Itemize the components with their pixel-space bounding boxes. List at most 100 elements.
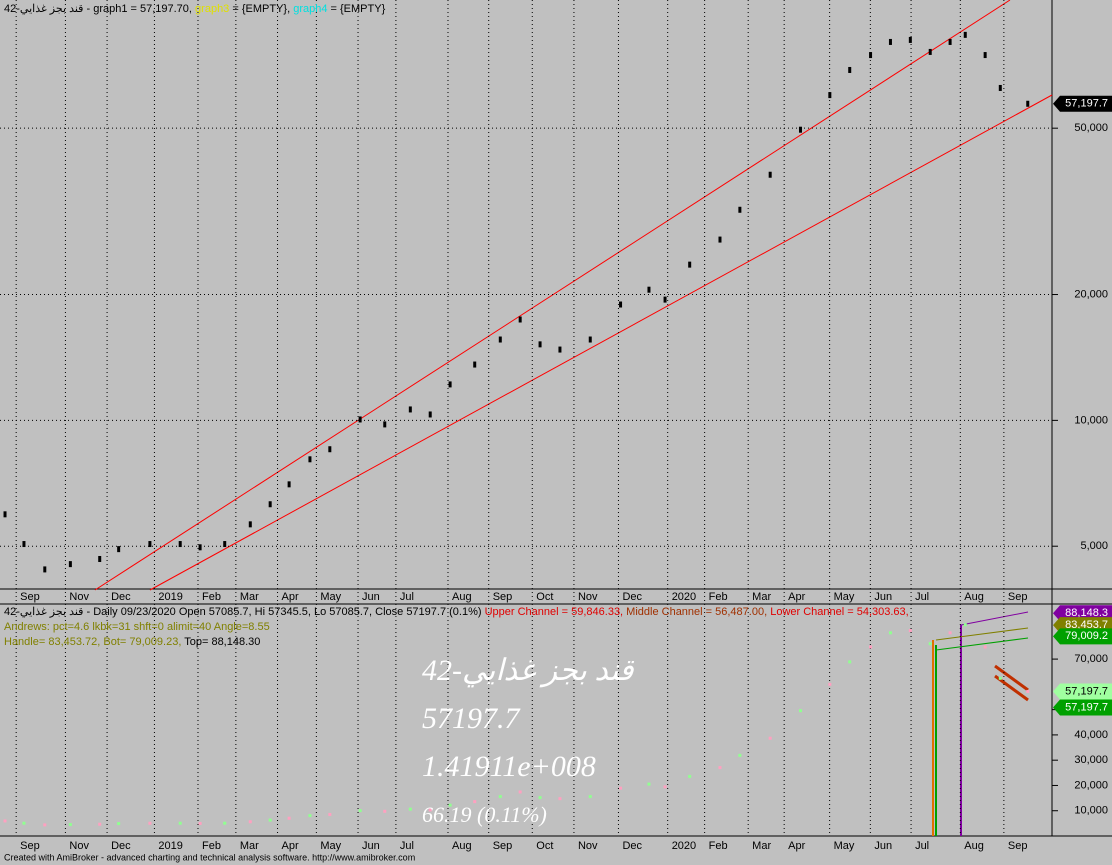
x-tick-label: Jul bbox=[400, 591, 414, 603]
price-label: 83,453.7 bbox=[1065, 619, 1108, 631]
x-tick-label: Sep bbox=[20, 591, 40, 603]
candle bbox=[287, 481, 291, 488]
price-dot bbox=[198, 821, 202, 825]
header-part: graph3 bbox=[195, 3, 229, 15]
candle bbox=[828, 92, 832, 99]
price-dot bbox=[98, 822, 102, 826]
price-dot bbox=[428, 808, 432, 812]
lower-channel bbox=[149, 94, 1053, 591]
x-tick-label: Nov bbox=[578, 591, 598, 603]
x-tick-label: Nov bbox=[578, 840, 598, 852]
x-tick-label: Mar bbox=[240, 840, 259, 852]
header-part: قند بجز غذايي-42 - graph1 = 57,197.70, bbox=[4, 3, 195, 15]
price-dot bbox=[358, 809, 362, 813]
price-dot bbox=[718, 766, 722, 770]
price-dot bbox=[908, 629, 912, 633]
candle bbox=[408, 406, 412, 413]
overlay-text: 57197.7 bbox=[422, 702, 522, 735]
price-dot bbox=[848, 660, 852, 664]
price-dot bbox=[43, 823, 47, 827]
x-tick-label: Jun bbox=[362, 591, 380, 603]
x-tick-label: Jul bbox=[915, 591, 929, 603]
x-tick-label: Sep bbox=[20, 840, 40, 852]
candle bbox=[43, 566, 47, 573]
candle bbox=[647, 286, 651, 293]
candle bbox=[473, 361, 477, 368]
header-part: Lower Channel = 54,303.63, bbox=[770, 606, 909, 618]
header: قند بجز غذايي-42 - Daily 09/23/2020 Open… bbox=[4, 606, 909, 618]
price-dot bbox=[308, 814, 312, 818]
price-label: 88,148.3 bbox=[1065, 607, 1108, 619]
y-tick-label: 70,000 bbox=[1074, 653, 1108, 665]
x-tick-label: May bbox=[834, 591, 855, 603]
candle bbox=[848, 66, 852, 73]
price-dot bbox=[268, 818, 272, 822]
x-tick-label: Sep bbox=[493, 591, 513, 603]
y-tick-label: 50,000 bbox=[1074, 122, 1108, 134]
overlay-text: قند بجز غذايي-42 bbox=[422, 654, 635, 688]
x-tick-label: 2019 bbox=[158, 840, 182, 852]
price-dot bbox=[619, 786, 623, 790]
x-tick-label: Mar bbox=[240, 591, 259, 603]
candle bbox=[22, 541, 26, 548]
price-dot bbox=[148, 821, 152, 825]
x-tick-label: Sep bbox=[1008, 591, 1028, 603]
x-tick-label: 2020 bbox=[672, 591, 696, 603]
price-dot bbox=[558, 797, 562, 801]
x-tick-label: Dec bbox=[622, 591, 642, 603]
candle bbox=[268, 501, 272, 508]
x-tick-label: Aug bbox=[964, 840, 984, 852]
candle bbox=[663, 296, 667, 303]
candle bbox=[448, 381, 452, 388]
candle bbox=[928, 48, 932, 55]
x-tick-label: Aug bbox=[964, 591, 984, 603]
x-tick-label: May bbox=[320, 840, 341, 852]
price-dot bbox=[68, 823, 72, 827]
candle bbox=[383, 421, 387, 428]
price-dot bbox=[538, 796, 542, 800]
x-tick-label: Aug bbox=[452, 840, 472, 852]
price-dot bbox=[768, 736, 772, 740]
price-dot bbox=[798, 709, 802, 713]
y-tick-label: 40,000 bbox=[1074, 729, 1108, 741]
x-tick-label: Oct bbox=[536, 840, 553, 852]
x-tick-label: Dec bbox=[111, 840, 131, 852]
header-part: Middle Channel = 56,487.00, bbox=[626, 606, 770, 618]
price-dot bbox=[948, 631, 952, 635]
candle bbox=[98, 555, 102, 562]
header-part: graph4 bbox=[293, 3, 327, 15]
price-dot bbox=[983, 645, 987, 649]
x-tick-label: Oct bbox=[536, 591, 553, 603]
price-dot bbox=[328, 812, 332, 816]
candle bbox=[768, 171, 772, 178]
candle bbox=[358, 416, 362, 423]
x-tick-label: Dec bbox=[622, 840, 642, 852]
price-marker bbox=[1053, 95, 1112, 112]
price-label: 57,197.7 bbox=[1065, 685, 1108, 697]
x-tick-label: Jul bbox=[400, 840, 414, 852]
x-tick-label: Jun bbox=[874, 840, 892, 852]
price-marker bbox=[1053, 699, 1112, 716]
candle bbox=[619, 301, 623, 308]
y-tick-label: 20,000 bbox=[1074, 288, 1108, 300]
x-tick-label: Sep bbox=[1008, 840, 1028, 852]
x-tick-label: Nov bbox=[69, 591, 89, 603]
price-dot bbox=[223, 821, 227, 825]
andrews-line bbox=[935, 627, 1029, 641]
x-tick-label: Nov bbox=[69, 840, 89, 852]
candle bbox=[498, 336, 502, 343]
candle bbox=[223, 541, 227, 548]
overlay-text: 66.19 (0.11%) bbox=[422, 802, 547, 827]
x-tick-label: 2019 bbox=[158, 591, 182, 603]
price-dot bbox=[998, 676, 1002, 680]
x-tick-label: Sep bbox=[493, 840, 513, 852]
candle bbox=[308, 456, 312, 463]
price-label: 79,009.2 bbox=[1065, 630, 1108, 642]
price-dot bbox=[117, 822, 121, 826]
candle bbox=[328, 446, 332, 453]
x-tick-label: Apr bbox=[788, 840, 805, 852]
candle bbox=[117, 546, 121, 553]
candle bbox=[248, 521, 252, 528]
andrews-line bbox=[960, 611, 1029, 626]
